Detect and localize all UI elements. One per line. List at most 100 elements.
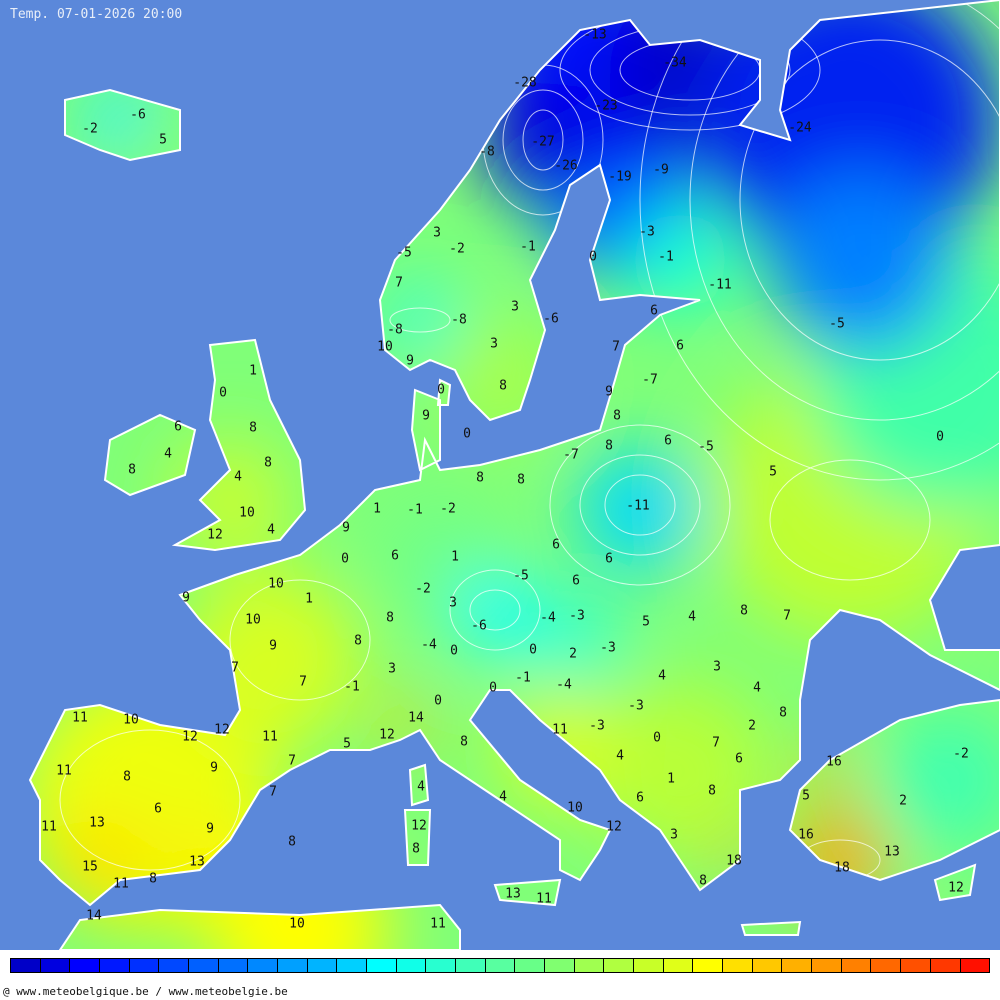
- temperature-label: 8: [476, 470, 484, 486]
- temperature-label: 11: [41, 819, 57, 835]
- temperature-label: 10: [268, 576, 284, 592]
- temperature-label: 6: [636, 790, 644, 806]
- temperature-label: 4: [658, 668, 666, 684]
- temperature-label: 11: [536, 891, 552, 907]
- credit-text: @ www.meteobelgique.be / www.meteobelgie…: [3, 985, 288, 998]
- temperature-label: -28: [513, 75, 537, 91]
- temperature-label: 12: [606, 819, 622, 835]
- temperature-label: 13: [89, 815, 105, 831]
- temperature-label: -6: [471, 618, 487, 634]
- temperature-label: 8: [288, 834, 296, 850]
- temperature-label: 6: [174, 419, 182, 435]
- temperature-label: 1: [249, 363, 257, 379]
- colorbar-swatch: [515, 959, 546, 972]
- temperature-label: 0: [589, 249, 597, 265]
- temperature-label: 7: [269, 784, 277, 800]
- temperature-label: -1: [407, 502, 423, 518]
- temperature-label: -3: [600, 640, 616, 656]
- temperature-label: 4: [688, 609, 696, 625]
- temperature-label: 8: [740, 603, 748, 619]
- temperature-label: 8: [460, 734, 468, 750]
- temperature-label: 6: [552, 537, 560, 553]
- temperature-label: -3: [569, 608, 585, 624]
- temperature-label: 10: [245, 612, 261, 628]
- colorbar-swatch: [100, 959, 130, 972]
- temperature-label: 3: [388, 661, 396, 677]
- colorbar-swatch: [218, 959, 249, 972]
- temperature-label: -4: [540, 610, 556, 626]
- colorbar-swatch: [723, 959, 753, 972]
- colorbar-swatch: [278, 959, 308, 972]
- colorbar-swatch: [456, 959, 486, 972]
- temperature-label: 0: [489, 680, 497, 696]
- temperature-label: 3: [670, 827, 678, 843]
- map-title: Temp. 07-01-2026 20:00: [10, 7, 183, 22]
- temperature-label: 5: [343, 736, 351, 752]
- temperature-label: 9: [269, 638, 277, 654]
- temperature-label: 12: [379, 727, 395, 743]
- colorbar-swatch: [604, 959, 635, 972]
- temperature-label: -7: [563, 447, 579, 463]
- temperature-label: 10: [567, 800, 583, 816]
- temperature-label: 18: [726, 853, 742, 869]
- temperature-label: -24: [788, 120, 812, 136]
- colorbar-swatch: [189, 959, 219, 972]
- temperature-label: 3: [449, 595, 457, 611]
- temperature-label: 6: [650, 303, 658, 319]
- temperature-label: -6: [130, 107, 146, 123]
- temperature-label: 1: [305, 591, 313, 607]
- temperature-label: -5: [698, 439, 714, 455]
- colorbar-swatch: [70, 959, 101, 972]
- temperature-label: 8: [412, 841, 420, 857]
- temperature-label: 8: [699, 873, 707, 889]
- temperature-label: 11: [430, 916, 446, 932]
- temperature-label: 6: [735, 751, 743, 767]
- temperature-label: 3: [433, 225, 441, 241]
- temperature-label: 8: [249, 420, 257, 436]
- colorbar-swatch: [11, 959, 41, 972]
- temperature-label: 6: [572, 573, 580, 589]
- colorbar-swatch: [930, 959, 961, 972]
- temperature-label: 8: [128, 462, 136, 478]
- temperature-label: 8: [123, 769, 131, 785]
- temperature-label: 14: [86, 908, 102, 924]
- temperature-label: 0: [341, 551, 349, 567]
- temperature-label: 0: [529, 642, 537, 658]
- colorbar-swatch: [40, 959, 71, 972]
- temperature-label: 3: [490, 336, 498, 352]
- temperature-label: 11: [262, 729, 278, 745]
- temperature-label: 8: [354, 633, 362, 649]
- temperature-label: 2: [748, 718, 756, 734]
- temperature-label: 6: [664, 433, 672, 449]
- temperature-label: 9: [182, 590, 190, 606]
- temperature-label: -19: [608, 169, 632, 185]
- colorbar-swatch: [248, 959, 279, 972]
- temperature-label: 12: [411, 818, 427, 834]
- temperature-label: -2: [415, 581, 431, 597]
- temperature-label: 4: [164, 446, 172, 462]
- temperature-label: 12: [182, 729, 198, 745]
- colorbar-swatch: [752, 959, 783, 972]
- temperature-label: 11: [552, 722, 568, 738]
- temperature-label: 5: [642, 614, 650, 630]
- temperature-label: 6: [154, 801, 162, 817]
- temperature-label: -8: [387, 322, 403, 338]
- colorbar-swatch: [663, 959, 694, 972]
- temperature-label: -1: [520, 239, 536, 255]
- temperature-label: -7: [642, 372, 658, 388]
- temperature-label: 4: [499, 789, 507, 805]
- temperature-label: 8: [613, 408, 621, 424]
- temperature-label: 2: [899, 793, 907, 809]
- temperature-label: 5: [802, 788, 810, 804]
- temperature-label: 0: [936, 429, 944, 445]
- colorbar-swatch: [841, 959, 872, 972]
- temperature-label: 16: [826, 754, 842, 770]
- temperature-label: 4: [234, 469, 242, 485]
- temperature-label: -34: [663, 55, 687, 71]
- temperature-label: 2: [569, 646, 577, 662]
- temperature-label: 0: [450, 643, 458, 659]
- temperature-label: 0: [463, 426, 471, 442]
- colorbar-swatch: [337, 959, 368, 972]
- temperature-label: 9: [342, 520, 350, 536]
- colorbar-swatch: [159, 959, 190, 972]
